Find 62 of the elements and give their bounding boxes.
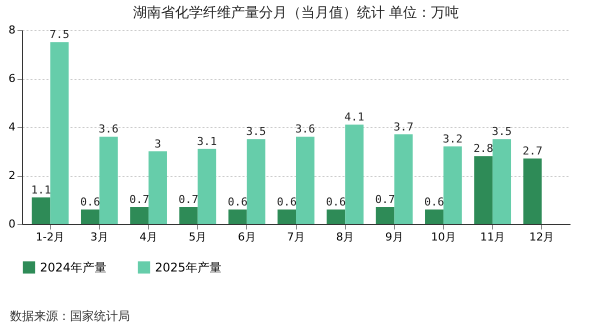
data-label: 3.6 (295, 122, 316, 136)
legend-label: 2025年产量 (155, 260, 222, 274)
bar (179, 207, 198, 224)
bar (492, 139, 512, 224)
data-label: 3.5 (492, 125, 512, 138)
bar (394, 134, 413, 224)
y-tick-label: 2 (8, 169, 16, 182)
bar (326, 209, 346, 224)
data-label: 0.7 (375, 193, 396, 206)
data-label: 3.7 (394, 120, 414, 134)
x-tick-label: 3月 (90, 230, 108, 244)
x-tick-label: 8月 (336, 230, 354, 244)
data-label: 0.6 (424, 195, 444, 208)
bar (443, 146, 462, 224)
bar (50, 42, 69, 224)
bar (246, 139, 266, 224)
x-tick-label: 6月 (238, 230, 256, 244)
x-tick-label: 1-2月 (36, 230, 65, 244)
x-tick-label: 7月 (287, 230, 305, 244)
data-label: 2.7 (522, 144, 542, 158)
bar (148, 151, 167, 224)
bar (80, 209, 100, 224)
y-tick-label: 0 (8, 218, 16, 230)
x-tick-label: 12月 (529, 230, 554, 244)
data-label: 0.7 (129, 193, 150, 206)
data-label: 3.5 (246, 125, 266, 138)
data-label: 3.6 (98, 122, 119, 136)
data-label: 0.6 (228, 195, 248, 208)
bar (296, 136, 314, 224)
legend-label: 2024年产量 (40, 260, 107, 274)
data-label: 0.7 (178, 193, 198, 206)
y-tick-label: 6 (8, 72, 16, 85)
bar (99, 136, 118, 224)
data-label: 3.1 (196, 134, 217, 148)
bar (425, 209, 444, 224)
x-tick-label: 4月 (140, 230, 158, 244)
bar (228, 209, 247, 224)
bar (376, 207, 394, 224)
data-label: 0.6 (276, 195, 297, 208)
x-tick-label: 9月 (385, 230, 404, 244)
bar (523, 158, 542, 224)
bar (278, 209, 296, 224)
chart-title: 湖南省化学纤维产量分月（当月值）统计 单位：万吨 (132, 5, 460, 21)
source-note: 数据来源：国家统计局 (10, 308, 130, 325)
bar (198, 148, 216, 224)
bar (32, 197, 50, 224)
x-tick-label: 11月 (480, 230, 506, 244)
data-label: 3.2 (442, 132, 463, 146)
bar (130, 207, 149, 224)
x-tick-label: 5月 (188, 230, 207, 244)
data-label: 0.6 (80, 195, 100, 208)
data-label: 1.1 (31, 183, 51, 196)
y-tick-label: 4 (8, 120, 16, 134)
data-label: 7.5 (50, 28, 70, 42)
data-label: 4.1 (344, 110, 364, 124)
data-label: 2.8 (473, 142, 494, 156)
bar (345, 124, 364, 224)
data-label: 0.6 (326, 195, 346, 208)
data-label: 3 (154, 137, 162, 150)
x-tick-label: 10月 (430, 230, 456, 244)
y-tick-label: 8 (8, 24, 16, 36)
bar (474, 156, 493, 224)
